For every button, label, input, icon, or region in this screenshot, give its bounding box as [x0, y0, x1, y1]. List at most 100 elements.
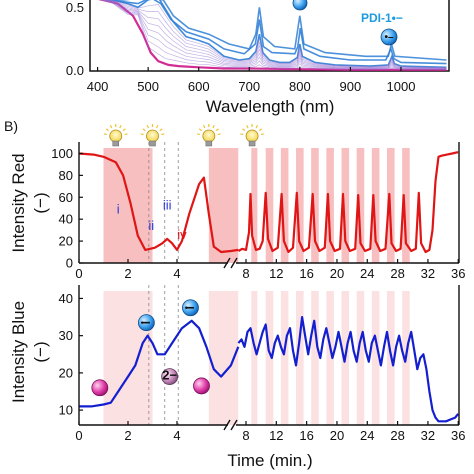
- bulb-ray: [212, 125, 215, 129]
- axis-break-mark: [223, 419, 231, 431]
- intensity-blue-y-tick-labels: 10 20 30 40: [59, 291, 73, 418]
- spectrum-y-tick-0-0: 0.0: [66, 63, 84, 78]
- spectrum-line: [106, 0, 447, 69]
- red-x-tick-label: 4: [173, 266, 180, 281]
- axis-break-mark: [230, 257, 238, 269]
- light-on-band: [296, 291, 304, 425]
- anion-badge-dot: [185, 306, 188, 309]
- anion-badge-dot: [140, 321, 144, 324]
- light-on-band: [103, 291, 153, 425]
- phase-label: iv: [177, 227, 187, 242]
- phase-label: iii: [163, 197, 172, 212]
- spectrum-line: [106, 0, 447, 69]
- bulb-glass: [202, 129, 216, 143]
- light-on-band: [265, 291, 274, 425]
- blue-x-tick-label: 2: [124, 428, 131, 443]
- light-bulb-icon: [240, 123, 264, 147]
- red-x-tick-label: 2: [124, 266, 131, 281]
- bulb-ray: [258, 128, 263, 132]
- neutral-badge: [193, 377, 210, 395]
- spectrum-x-tick-label: 900: [340, 79, 362, 94]
- bulb-ray: [103, 133, 107, 136]
- spectrum-line: [103, 0, 447, 69]
- light-on-band: [311, 148, 319, 263]
- bulb-ray: [119, 125, 122, 129]
- blue-x-tick-label: 12: [269, 428, 283, 443]
- spectrum-y-tick-0-5: 0.5: [66, 0, 84, 15]
- bulb-ray: [215, 128, 219, 132]
- intensity-trace: [237, 316, 460, 423]
- bulb-ray: [146, 125, 150, 129]
- spectrum-line: [100, 0, 447, 70]
- red-x-tick-label: 24: [360, 266, 374, 281]
- bulb-ray: [242, 128, 246, 132]
- phase-dashed-lines: [148, 142, 179, 263]
- bulb-ray: [142, 128, 146, 132]
- bulb-ray: [246, 125, 249, 129]
- bulb-ray: [202, 125, 206, 129]
- light-on-band: [371, 291, 380, 425]
- light-on-band: [356, 148, 365, 263]
- phase-roman-labels: i ii iii iv: [117, 197, 187, 242]
- spectrum-x-tick-label: 700: [238, 79, 260, 94]
- spectrum-x-tick-label: 1000: [387, 79, 416, 94]
- intensity-blue-x-tick-labels: 0 2 4 8 12 16 20 24 28 32 36: [75, 428, 465, 443]
- dianion-badge: [161, 368, 179, 386]
- bulb-ray: [196, 133, 201, 136]
- blue-y-tick-label: 20: [59, 365, 73, 380]
- bulb-ray: [161, 133, 165, 136]
- bulb-glass: [245, 129, 259, 143]
- intensity-trace: [237, 151, 459, 254]
- light-on-band: [311, 291, 319, 425]
- neutral-badge: [91, 379, 109, 397]
- light-bulb-icons: [103, 123, 264, 147]
- blue-y-tick-label: 10: [59, 403, 73, 418]
- spectrum-x-axis-label: Wavelength (nm): [206, 97, 335, 116]
- intensity-red-panel: 0 20 40 60 80 100 0 2 4 8 12 16 20 24 28…: [9, 123, 465, 281]
- spectrum-line: [108, 0, 447, 68]
- red-y-tick-label: 80: [59, 168, 73, 183]
- spectrum-line: [98, 0, 447, 71]
- intensity-red-y-label: Intensity Red: [9, 153, 28, 252]
- red-x-tick-label: 20: [330, 266, 344, 281]
- spectrum-line: [104, 0, 447, 69]
- intensity-red-y-unit: (−): [31, 192, 50, 213]
- light-on-band: [341, 148, 350, 263]
- red-y-tick-label: 60: [59, 190, 73, 205]
- red-y-tick-label: 20: [59, 234, 73, 249]
- anion-icon: •–: [380, 28, 398, 46]
- intensity-trace: [78, 152, 239, 254]
- light-bulb-icon: [196, 123, 221, 147]
- intensity-blue-axis: [78, 285, 460, 431]
- blue-y-tick-label: 40: [59, 291, 73, 306]
- light-on-band: [265, 148, 274, 263]
- intensity-blue-y-label: Intensity Blue: [9, 301, 28, 403]
- spectrum-x-tick-label: 600: [188, 79, 210, 94]
- time-x-axis-label: Time (min.): [227, 451, 312, 470]
- bulb-ray: [156, 125, 159, 129]
- bulb-ray: [124, 133, 128, 136]
- intensity-red-lines: [78, 151, 459, 254]
- red-y-tick-label: 40: [59, 212, 73, 227]
- spectrum-lines: [98, 0, 447, 71]
- light-on-band: [326, 148, 334, 263]
- red-y-tick-label: 0: [66, 256, 73, 271]
- spectrum-line: [102, 0, 447, 70]
- red-x-tick-label: 8: [242, 266, 249, 281]
- anion-badge-mark: [142, 321, 150, 324]
- light-on-band: [280, 148, 289, 263]
- red-y-tick-label: 100: [51, 146, 73, 161]
- light-on-band: [356, 291, 365, 425]
- bulb-glass: [146, 129, 159, 143]
- bulb-ray: [198, 128, 202, 132]
- bulb-base: [205, 140, 213, 147]
- species-badges: [91, 299, 210, 397]
- spectrum-line: [101, 0, 447, 70]
- intensity-red-y-tick-labels: 0 20 40 60 80 100: [51, 146, 73, 271]
- red-x-tick-label: 28: [390, 266, 404, 281]
- svg-text:•–: •–: [384, 32, 394, 43]
- axis-break-mark: [223, 257, 231, 269]
- spectrum-x-tick-label: 400: [87, 79, 109, 94]
- intensity-red-x-tick-labels: 0 2 4 8 12 16 20 24 28 32 36: [75, 266, 465, 281]
- dianion-badge-label: 2−: [162, 368, 177, 383]
